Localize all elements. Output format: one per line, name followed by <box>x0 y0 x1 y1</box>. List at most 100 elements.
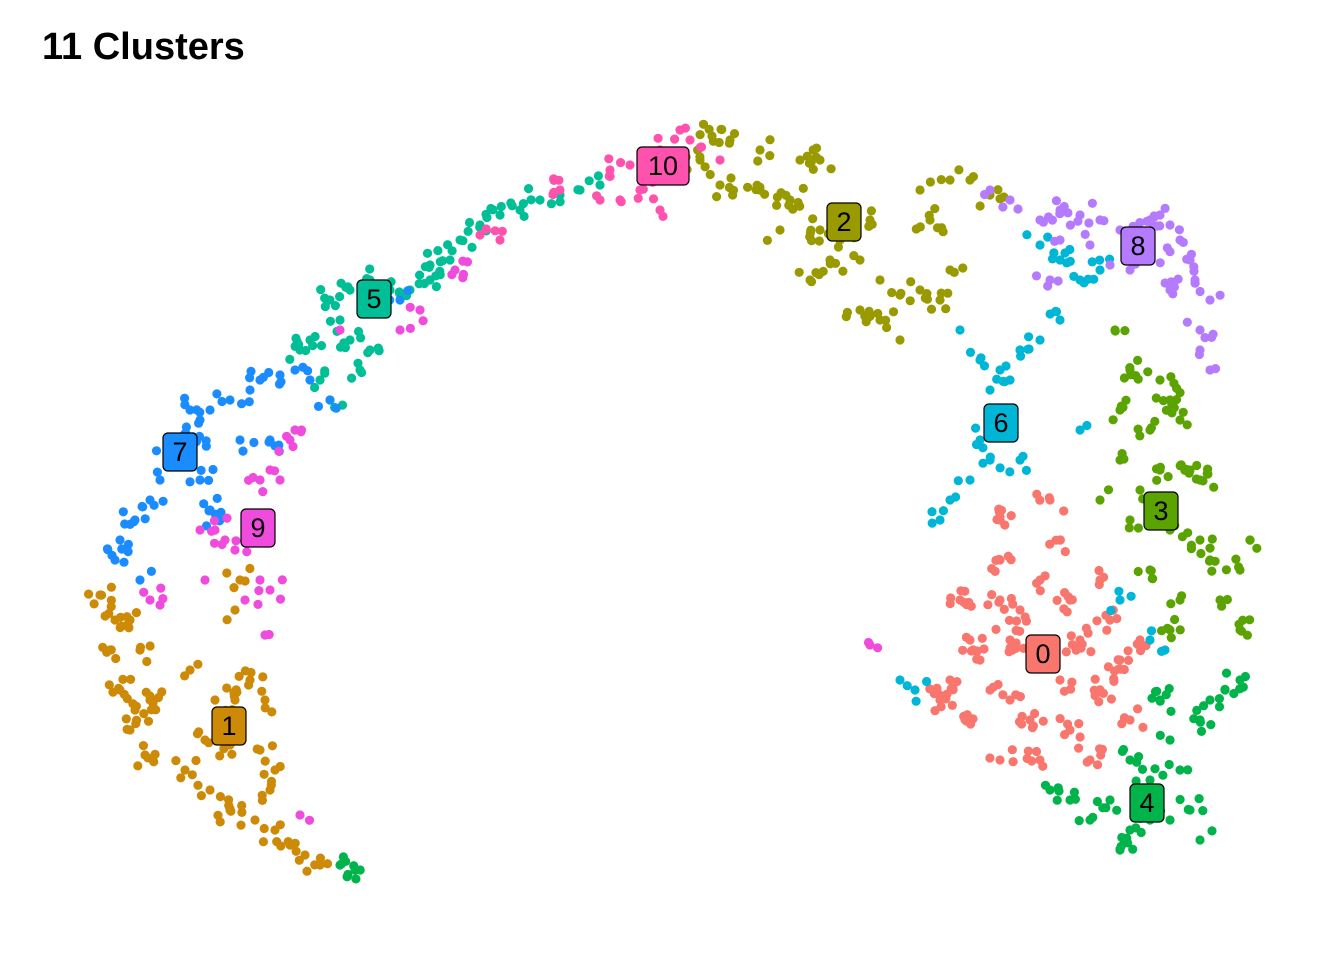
cluster-6-point <box>971 439 982 450</box>
cluster-4-point <box>1214 702 1225 712</box>
cluster-10-point <box>648 194 659 204</box>
cluster-3-point <box>1151 464 1162 474</box>
cluster-9-point <box>275 475 285 485</box>
cluster-2-point <box>915 285 925 295</box>
cluster-4-point <box>1192 705 1202 716</box>
cluster-9-point <box>288 441 298 452</box>
cluster-label-text: 6 <box>993 408 1008 438</box>
cluster-0-point <box>991 624 1001 635</box>
cluster-1-point <box>126 674 136 685</box>
cluster-2-point <box>945 175 955 185</box>
cluster-2-point <box>937 223 947 233</box>
cluster-5-point <box>315 375 325 385</box>
cluster-2-point <box>833 242 844 252</box>
cluster-0-point <box>998 690 1008 700</box>
cluster-8-point <box>980 189 990 200</box>
cluster-0-point <box>1008 757 1018 767</box>
cluster-10-point <box>475 230 485 240</box>
cluster-8-point <box>1135 218 1145 228</box>
cluster-7-point <box>158 496 168 506</box>
cluster-0-point <box>987 564 997 574</box>
cluster-3-point <box>1133 523 1143 533</box>
cluster-1-point <box>240 576 250 586</box>
cluster-6-point <box>1089 274 1099 284</box>
cluster-1-point <box>106 582 116 592</box>
cluster-2-point <box>760 189 770 199</box>
cluster-8-point <box>1053 276 1063 286</box>
cluster-9-point <box>209 538 220 548</box>
cluster-2-point <box>814 236 824 246</box>
cluster-1-point <box>89 599 99 609</box>
cluster-1-point <box>267 707 277 717</box>
cluster-3-point <box>1167 404 1177 414</box>
cluster-5-point <box>467 242 477 252</box>
cluster-2-point <box>762 235 773 245</box>
cluster-2-point <box>743 182 753 192</box>
cluster-0-point <box>1060 547 1070 557</box>
cluster-8-point <box>1084 218 1094 228</box>
cluster-1-point <box>84 589 94 599</box>
cluster-0-point <box>1035 586 1045 596</box>
cluster-5-point <box>463 226 473 236</box>
cluster-0-point <box>961 716 972 726</box>
cluster-3-point <box>1170 614 1180 625</box>
cluster-0-point <box>1136 646 1146 656</box>
cluster-8-point <box>1005 195 1015 205</box>
cluster-5-point <box>535 195 545 205</box>
cluster-label-1: 1 <box>211 706 247 746</box>
cluster-2-point <box>922 294 933 304</box>
cluster-3-point <box>1234 562 1244 572</box>
cluster-2-point <box>866 206 877 216</box>
cluster-7-point <box>195 475 205 485</box>
cluster-9-point <box>255 575 265 585</box>
cluster-2-point <box>925 177 936 187</box>
cluster-3-point <box>1175 388 1185 398</box>
cluster-0-point <box>1044 493 1054 503</box>
cluster-10-point <box>638 184 648 194</box>
cluster-0-point <box>1061 647 1071 657</box>
cluster-10-point <box>604 154 614 164</box>
cluster-2-point <box>842 307 853 317</box>
cluster-0-point <box>932 683 942 693</box>
cluster-1-point <box>260 756 270 766</box>
cluster-0-point <box>1113 655 1123 665</box>
cluster-5-point <box>518 199 529 209</box>
cluster-3-point <box>1103 485 1114 495</box>
cluster-6-point <box>979 361 990 371</box>
cluster-4-point <box>1165 735 1175 745</box>
cluster-0-point <box>1094 565 1104 576</box>
cluster-9-point <box>304 815 315 825</box>
cluster-7-point <box>274 379 285 389</box>
cluster-0-point <box>1081 623 1091 633</box>
cluster-10-point <box>605 171 615 181</box>
cluster-7-point <box>325 395 335 405</box>
cluster-6-point <box>1126 591 1136 601</box>
cluster-7-point <box>146 566 156 577</box>
cluster-2-point <box>865 312 875 322</box>
cluster-7-point <box>107 550 117 561</box>
cluster-4-point <box>1040 780 1051 790</box>
cluster-6-point <box>985 452 995 462</box>
cluster-7-point <box>117 544 127 554</box>
cluster-8-point <box>1215 290 1225 300</box>
cluster-2-point <box>915 185 925 195</box>
cluster-1-point <box>259 823 269 834</box>
cluster-6-point <box>1087 257 1097 267</box>
cluster-5-point <box>573 185 583 195</box>
cluster-8-point <box>1169 282 1179 292</box>
cluster-1-point <box>275 820 285 830</box>
cluster-5-point <box>414 279 424 289</box>
cluster-5-point <box>285 354 295 364</box>
cluster-8-point <box>1087 198 1097 208</box>
cluster-4-point <box>1074 816 1084 826</box>
cluster-1-point <box>219 744 229 754</box>
cluster-0-point <box>1051 535 1061 545</box>
cluster-7-point <box>403 286 413 296</box>
cluster-9-point <box>277 575 287 585</box>
cluster-6-point <box>955 325 965 335</box>
cluster-4-point <box>1134 752 1144 762</box>
cluster-6-points <box>895 230 1170 706</box>
cluster-4-point <box>1131 776 1141 786</box>
cluster-6-point <box>1069 271 1079 281</box>
cluster-3-point <box>1207 566 1217 576</box>
